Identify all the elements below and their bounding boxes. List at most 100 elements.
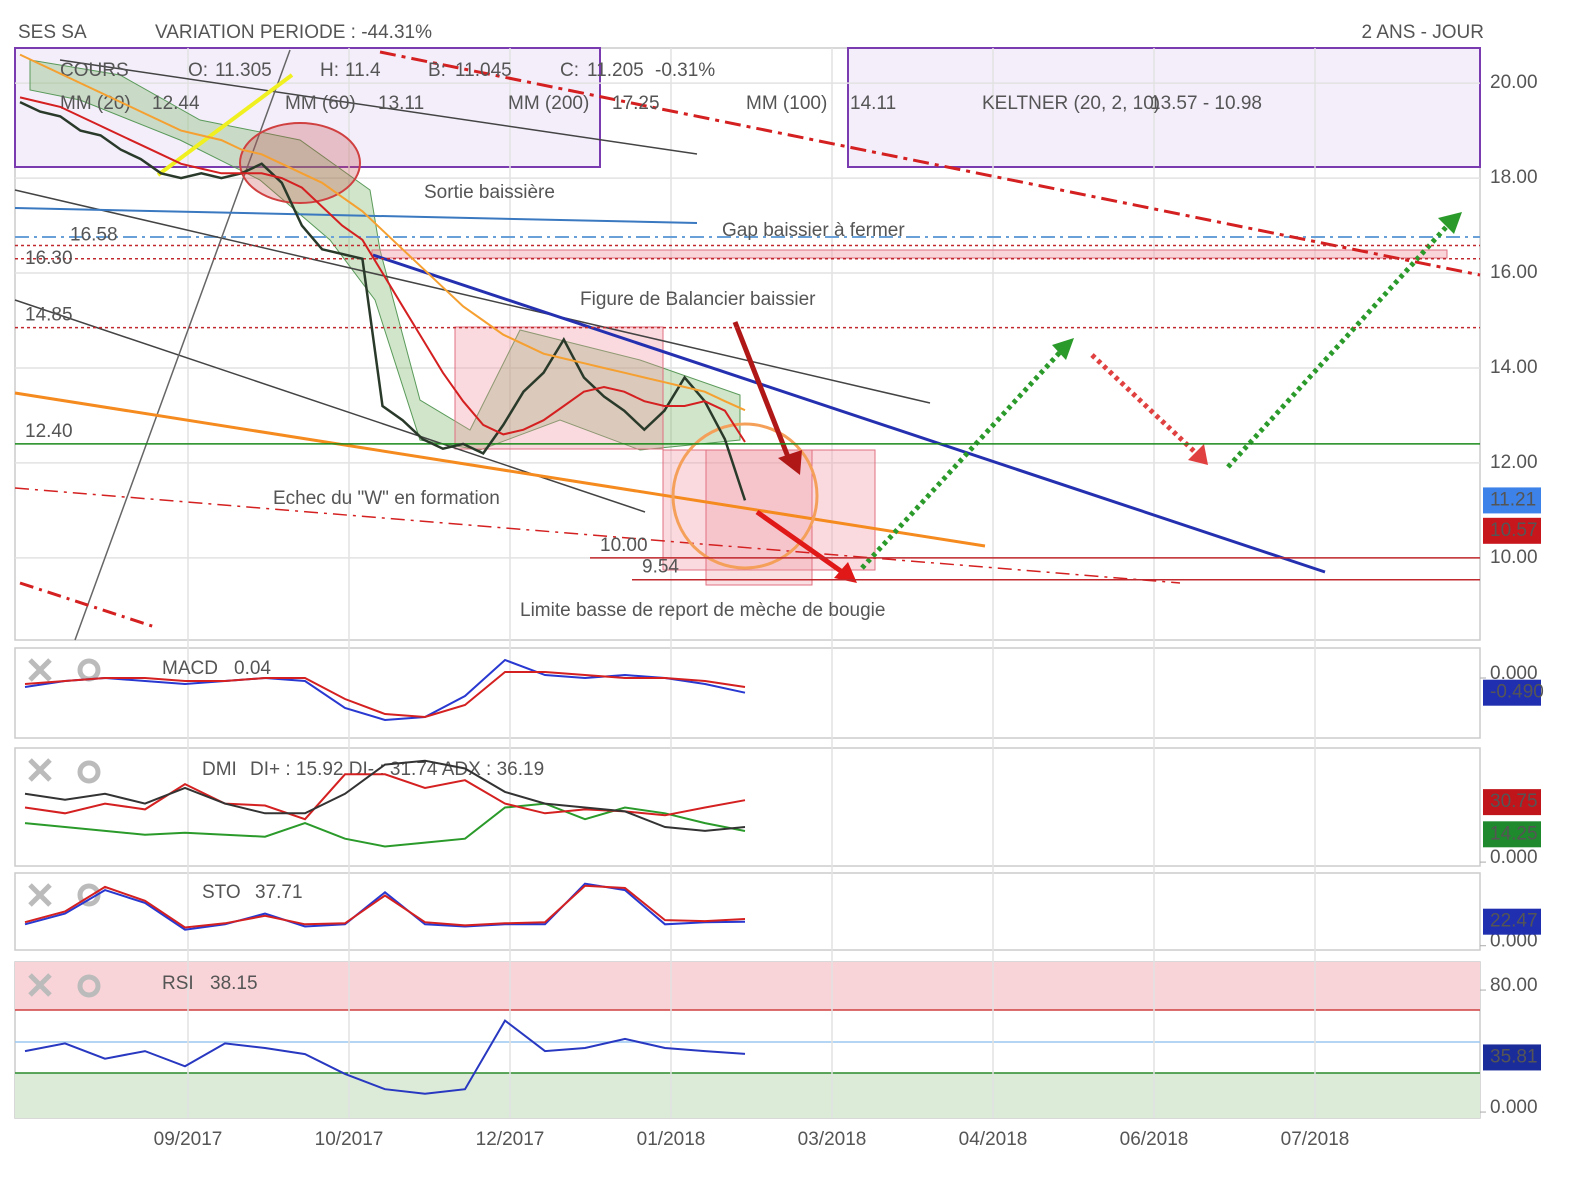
grid bbox=[15, 48, 1480, 1118]
ohlc-label: COURS bbox=[60, 60, 129, 81]
settings-icon[interactable] bbox=[77, 974, 101, 998]
arrow bbox=[732, 321, 793, 463]
price-badge-label: 35.81 bbox=[1490, 1046, 1538, 1067]
rsi-overbought-zone bbox=[15, 962, 1480, 1010]
arrow-head bbox=[778, 450, 802, 475]
drawings bbox=[14, 49, 1481, 641]
price-line bbox=[19, 96, 746, 443]
indicator-label: DMI bbox=[202, 759, 237, 780]
legend-name: KELTNER (20, 2, 10) bbox=[982, 93, 1160, 114]
price-badge bbox=[1483, 821, 1541, 848]
price-badge bbox=[1483, 1044, 1541, 1071]
dmi-panel bbox=[14, 747, 1481, 867]
indicator-line bbox=[24, 882, 746, 931]
highlight-line bbox=[156, 73, 294, 177]
legend-value: 14.11 bbox=[850, 93, 896, 114]
ohlc-value: 11.4 bbox=[345, 60, 381, 81]
ohlc-change: -0.31% bbox=[655, 60, 715, 81]
price-badge-label: 10.57 bbox=[1490, 520, 1538, 541]
indicator-value: 37.71 bbox=[255, 882, 303, 903]
x-tick-label: 06/2018 bbox=[1120, 1129, 1189, 1150]
y-tick-label: 20.00 bbox=[1490, 72, 1538, 93]
y-tick-label: 10.00 bbox=[1490, 547, 1538, 568]
ohlc-name: B: bbox=[428, 60, 446, 81]
gap-zone bbox=[371, 249, 1448, 259]
indicator-value: 38.15 bbox=[210, 973, 258, 994]
level-label: 16.58 bbox=[70, 225, 118, 246]
trend-line bbox=[14, 189, 931, 404]
x-tick-label: 12/2017 bbox=[476, 1129, 545, 1150]
legend-box bbox=[847, 47, 1481, 168]
legend-name: MM (100) bbox=[746, 93, 827, 114]
indicator-label: MACD bbox=[162, 658, 218, 679]
indicator-label: RSI bbox=[162, 973, 194, 994]
y-tick-label: 18.00 bbox=[1490, 167, 1538, 188]
y-tick-label: 14.00 bbox=[1490, 357, 1538, 378]
ohlc-value: 11.205 bbox=[587, 60, 644, 81]
ohlc-name: H: bbox=[320, 60, 339, 81]
annotation: Sortie baissière bbox=[424, 182, 555, 203]
indicator-line bbox=[24, 1019, 746, 1095]
instrument-name: SES SA bbox=[18, 22, 87, 43]
highlight-circle bbox=[671, 422, 819, 570]
y-tick-label: 0.000 bbox=[1490, 931, 1538, 952]
trend-line bbox=[59, 59, 698, 155]
arrow bbox=[755, 509, 847, 577]
arrow-head bbox=[834, 562, 857, 583]
legend-value: 13.11 bbox=[378, 93, 424, 114]
y-tick-label: 16.00 bbox=[1490, 262, 1538, 283]
arrow bbox=[1226, 223, 1450, 469]
price-badge bbox=[1483, 517, 1541, 544]
x-tick-label: 07/2018 bbox=[1281, 1129, 1350, 1150]
x-tick-label: 10/2017 bbox=[315, 1129, 384, 1150]
sto-panel bbox=[14, 872, 1481, 951]
x-tick-label: 01/2018 bbox=[637, 1129, 706, 1150]
trend-line bbox=[14, 487, 1181, 584]
level-label: 10.00 bbox=[600, 535, 648, 556]
legend-value: 13.57 - 10.98 bbox=[1150, 93, 1262, 114]
close-icon[interactable] bbox=[28, 658, 52, 997]
highlight-ellipse bbox=[239, 122, 361, 204]
x-tick-label: 03/2018 bbox=[798, 1129, 867, 1150]
arrow bbox=[1090, 353, 1200, 457]
annotation: Gap baissier à fermer bbox=[722, 220, 905, 241]
price-badge bbox=[1483, 789, 1541, 816]
y-tick-label: 80.00 bbox=[1490, 975, 1538, 996]
ohlc-value: 11.045 bbox=[455, 60, 512, 81]
price-badge bbox=[1483, 679, 1541, 706]
ohlc-name: C: bbox=[560, 60, 579, 81]
price-badge-label: 30.75 bbox=[1490, 791, 1538, 812]
trend-line bbox=[14, 391, 986, 548]
legend-value: 12.44 bbox=[152, 93, 200, 114]
trend-line bbox=[19, 581, 156, 629]
rsi-oversold-zone bbox=[15, 1073, 1480, 1118]
legend-value: 17.25 bbox=[612, 93, 660, 114]
period-variation: VARIATION PERIODE : -44.31% bbox=[155, 22, 432, 43]
ohlc-name: O: bbox=[188, 60, 208, 81]
trend-line bbox=[74, 49, 291, 641]
y-tick-label: 0.000 bbox=[1490, 847, 1538, 868]
price-line bbox=[19, 53, 746, 412]
price-badge bbox=[1483, 908, 1541, 935]
arrow-head bbox=[1052, 338, 1074, 360]
annotation: Figure de Balancier baissier bbox=[580, 289, 816, 310]
arrow-head bbox=[1438, 212, 1462, 234]
indicator-line bbox=[24, 759, 746, 832]
level-label: 14.85 bbox=[25, 305, 73, 326]
price-badge-label: -0.490 bbox=[1490, 682, 1544, 703]
content: SES SA VARIATION PERIODE : -44.31% 2 ANS… bbox=[15, 22, 1544, 1150]
level-label: 9.54 bbox=[642, 557, 679, 578]
indicator-value: 0.04 bbox=[234, 658, 271, 679]
level-label: 16.30 bbox=[25, 248, 73, 269]
settings-icon[interactable] bbox=[77, 760, 101, 784]
price-badge bbox=[1483, 487, 1541, 514]
legend-name: MM (200) bbox=[508, 93, 589, 114]
indicator-line bbox=[24, 671, 746, 719]
arrow-head bbox=[1188, 444, 1208, 465]
x-tick-label: 09/2017 bbox=[154, 1129, 223, 1150]
indicator-label: STO bbox=[202, 882, 241, 903]
indicator-line bbox=[24, 884, 746, 929]
indicator-line bbox=[24, 802, 746, 848]
trend-line bbox=[372, 253, 1326, 574]
